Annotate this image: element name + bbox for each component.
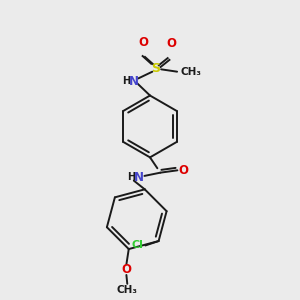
Text: Cl: Cl xyxy=(131,240,143,250)
Text: S: S xyxy=(152,61,160,75)
Text: N: N xyxy=(134,171,144,184)
Text: H: H xyxy=(122,76,130,86)
Text: O: O xyxy=(139,36,148,49)
Text: CH₃: CH₃ xyxy=(117,285,138,295)
Text: O: O xyxy=(122,263,131,276)
Text: H: H xyxy=(127,172,135,182)
Text: O: O xyxy=(167,38,176,50)
Text: N: N xyxy=(129,75,139,88)
Text: CH₃: CH₃ xyxy=(181,67,202,77)
Text: O: O xyxy=(178,164,188,177)
